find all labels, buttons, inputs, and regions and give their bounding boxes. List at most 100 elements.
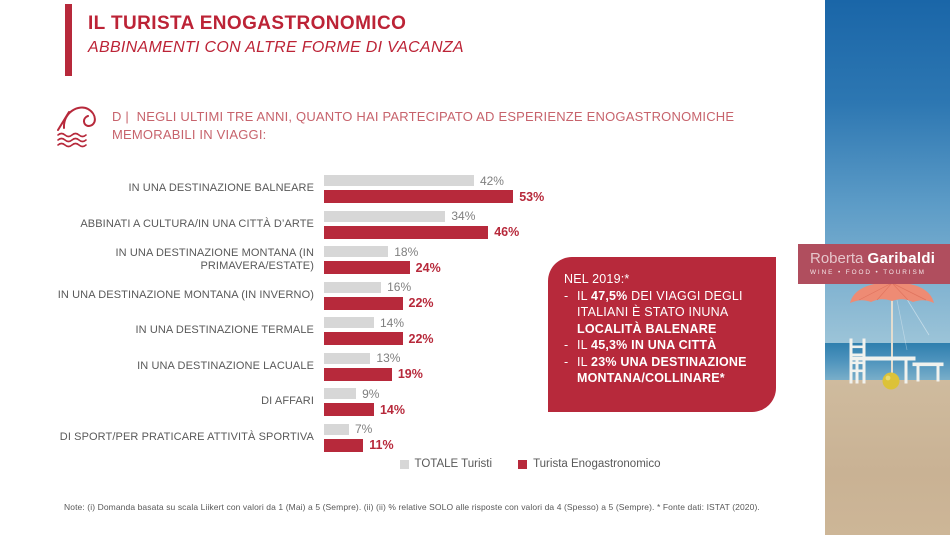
bar-chart: IN UNA DESTINAZIONE BALNEARE 42% 53% ABBINA… (38, 171, 783, 455)
chart-row: IN UNA DESTINAZIONE TERMALE 14% 22% (38, 313, 783, 349)
chart-row: ABBINATI A CULTURA/IN UNA CITTÀ D’ARTE 34… (38, 207, 783, 243)
page-title: IL TURISTA ENOGASTRONOMICO (88, 13, 407, 34)
bar-line: 11% (324, 438, 394, 452)
beach-umbrella-scene (849, 275, 944, 390)
bar-line: 9% (324, 387, 405, 401)
bar-value-label: 16% (387, 280, 412, 295)
bar-value-label: 13% (376, 351, 401, 366)
category-label: DI AFFARI (261, 395, 314, 408)
brand-name-bold: Garibaldi (867, 250, 936, 267)
bar-group: 13% 19% (324, 351, 423, 381)
bar-value-label: 34% (451, 209, 476, 224)
bar-value-label: 14% (379, 315, 404, 330)
legend-label: TOTALE Turisti (414, 458, 493, 470)
bar-value-label: 46% (494, 225, 520, 240)
legend-swatch (399, 459, 409, 469)
category-label: IN UNA DESTINAZIONE TERMALE (135, 324, 314, 337)
chart-row: IN UNA DESTINAZIONE MONTANA (IN INVERNO)… (38, 278, 783, 314)
bar-line: 53% (324, 190, 544, 204)
bar-group: 42% 53% (324, 174, 544, 204)
bar-enogastronomico (324, 190, 514, 204)
bar-totale (324, 388, 357, 400)
category-label: ABBINATI A CULTURA/IN UNA CITTÀ D’ARTE (80, 217, 314, 230)
bar-totale (324, 175, 474, 187)
chart-row: IN UNA DESTINAZIONE BALNEARE 42% 53% (38, 171, 783, 207)
bar-line: 34% (324, 209, 519, 223)
chart-row: DI AFFARI 9% 14% (38, 384, 783, 420)
bullet-dash: - (564, 338, 569, 352)
bar-group: 16% 22% (324, 280, 434, 310)
bar-totale (324, 210, 446, 222)
callout-box: NEL 2019:* - IL 47,5% DEI VIAGGI DEGLI IT… (548, 257, 776, 412)
footnote: Note: (i) Domanda basata su scala Liiker… (64, 502, 760, 512)
bar-line: 19% (324, 367, 423, 381)
buoy (882, 372, 900, 390)
bar-group: 9% 14% (324, 387, 405, 417)
callout-heading: NEL 2019:* (564, 272, 630, 286)
bar-value-label: 53% (519, 189, 545, 204)
bar-enogastronomico (324, 403, 374, 417)
bar-value-label: 18% (394, 244, 419, 259)
bullet-dash: - (564, 288, 569, 303)
category-label: DI SPORT/PER PRATICARE ATTIVITÀ SPORTIVA (59, 430, 314, 443)
callout-bullets: - IL 47,5% DEI VIAGGI DEGLI ITALIANI È ST… (564, 288, 762, 387)
photo-sand (825, 380, 950, 535)
legend-item: TOTALE Turisti (399, 458, 493, 470)
brand-tagline: WINE • FOOD • TOURISM (810, 269, 926, 276)
beach-photo (825, 0, 950, 535)
bullet-dash: - (564, 354, 569, 369)
bar-totale (324, 281, 382, 293)
bar-enogastronomico (324, 438, 364, 452)
legend-item: Turista Enogastronomico (518, 458, 660, 470)
lifeguard-chair (849, 338, 944, 384)
category-label: IN UNA DESTINAZIONE LACUALE (137, 359, 314, 372)
category-label: IN UNA DESTINAZIONE BALNEARE (128, 182, 314, 195)
chart-row: IN UNA DESTINAZIONE LACUALE 13% 19% (38, 349, 783, 385)
bar-line: 22% (324, 296, 434, 310)
callout-bullet: - IL 45,3% IN UNA CITTÀ (564, 337, 762, 354)
bar-line: 24% (324, 261, 441, 275)
category-label: IN UNA DESTINAZIONE MONTANA (IN INVERNO) (57, 288, 314, 301)
bar-line: 18% (324, 245, 441, 259)
bar-line: 16% (324, 280, 434, 294)
bar-line: 22% (324, 332, 434, 346)
bar-enogastronomico (324, 261, 410, 275)
bar-group: 34% 46% (324, 209, 519, 239)
bar-value-label: 11% (369, 438, 394, 453)
bar-line: 7% (324, 422, 394, 436)
bar-value-label: 7% (354, 422, 373, 437)
bar-value-label: 9% (362, 386, 380, 401)
callout-bullet: - IL 47,5% DEI VIAGGI DEGLI ITALIANI È ST… (564, 288, 762, 338)
title-accent-bar (65, 4, 72, 76)
chart-rows: IN UNA DESTINAZIONE BALNEARE 42% 53% ABBINA… (38, 171, 783, 455)
bar-group: 18% 24% (324, 245, 441, 275)
page-subtitle: ABBINAMENTI CON ALTRE FORME DI VACANZA (88, 39, 464, 56)
umbrella-pole (891, 284, 893, 374)
chart-row: IN UNA DESTINAZIONE MONTANA (IN PRIMAVER… (38, 242, 783, 278)
bar-enogastronomico (324, 296, 403, 310)
bar-totale (324, 352, 371, 364)
bar-value-label: 14% (379, 402, 405, 417)
question-prefix: D | (112, 109, 129, 124)
brand-name: Roberta Garibaldi (810, 250, 950, 267)
bar-line: 13% (324, 351, 423, 365)
bar-line: 42% (324, 174, 544, 188)
legend-label: Turista Enogastronomico (533, 458, 661, 470)
bar-value-label: 22% (408, 296, 434, 311)
bar-group: 7% 11% (324, 422, 394, 452)
bar-value-label: 42% (479, 173, 504, 188)
question-text: NEGLI ULTIMI TRE ANNI, QUANTO HAI PARTEC… (112, 109, 735, 142)
bar-group: 14% 22% (324, 316, 434, 346)
bar-totale (324, 423, 349, 435)
bullet-text: IL 45,3% IN UNA CITTÀ (577, 338, 717, 352)
bar-value-label: 24% (415, 260, 441, 275)
header: IL TURISTA ENOGASTRONOMICO ABBINAMENTI C… (88, 13, 464, 57)
chart-row: DI SPORT/PER PRATICARE ATTIVITÀ SPORTIVA… (38, 420, 783, 456)
wave-icon (57, 106, 96, 148)
bar-enogastronomico (324, 225, 489, 239)
bar-totale (324, 317, 374, 329)
category-label: IN UNA DESTINAZIONE MONTANA (IN PRIMAVER… (115, 246, 314, 272)
bar-line: 14% (324, 403, 405, 417)
callout-bullet: - IL 23% UNA DESTINAZIONE MONTANA/COLLINA… (564, 354, 762, 387)
